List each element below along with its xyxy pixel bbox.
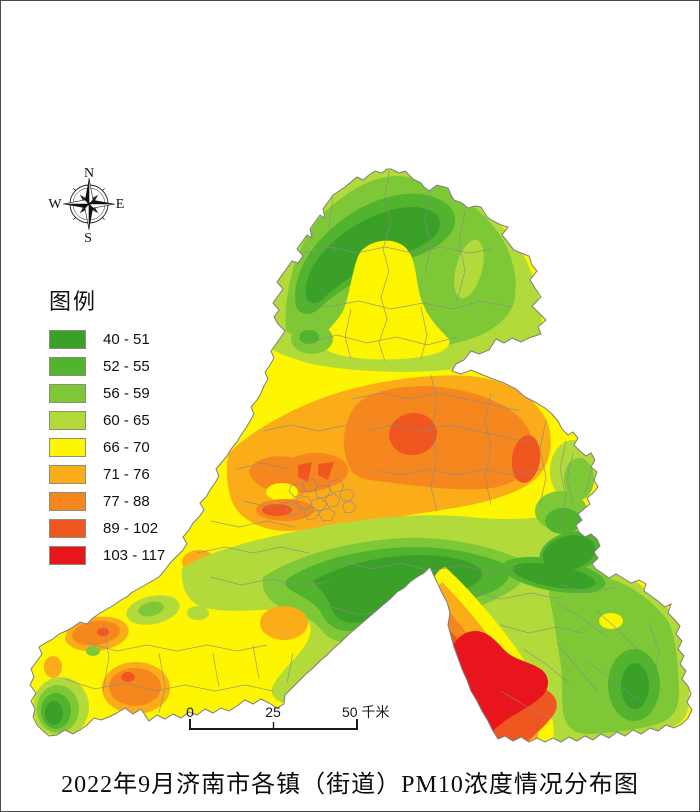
legend-swatch [49, 465, 86, 484]
legend-item: 56 - 59 [49, 380, 165, 407]
legend-item: 77 - 88 [49, 488, 165, 515]
legend-item: 89 - 102 [49, 515, 165, 542]
compass-north-label: N [84, 166, 94, 181]
legend-label: 60 - 65 [103, 412, 150, 429]
legend-swatch [49, 357, 86, 376]
compass-star [62, 177, 116, 231]
legend-item: 66 - 70 [49, 434, 165, 461]
legend-swatch [49, 438, 86, 457]
scale-label-zero: 0 [186, 704, 194, 720]
legend-item: 40 - 51 [49, 326, 165, 353]
city-outline [29, 168, 693, 743]
legend-label: 77 - 88 [103, 493, 150, 510]
scale-label-mid: 25 [265, 704, 281, 720]
legend-swatch [49, 492, 86, 511]
scale-label-end: 50 千米 [342, 704, 389, 720]
legend-item: 103 - 117 [49, 542, 165, 569]
compass-west-label: W [48, 197, 62, 212]
compass-east-label: E [116, 197, 125, 212]
legend-swatch [49, 519, 86, 538]
legend-swatch [49, 330, 86, 349]
legend-label: 103 - 117 [103, 547, 166, 564]
legend-label: 71 - 76 [103, 466, 150, 483]
district-boundaries [64, 170, 660, 720]
legend: 图例 40 - 51 52 - 55 56 - 59 60 - 65 66 - 70 71… [49, 284, 165, 569]
legend-item: 71 - 76 [49, 461, 165, 488]
compass-south-label: S [84, 231, 92, 246]
legend-title: 图例 [49, 289, 98, 314]
legend-label: 40 - 51 [103, 331, 150, 348]
legend-item: 60 - 65 [49, 407, 165, 434]
page-title: 2022年9月济南市各镇（街道）PM10浓度情况分布图 [61, 772, 639, 798]
legend-label: 66 - 70 [103, 439, 150, 456]
legend-rows: 40 - 51 52 - 55 56 - 59 60 - 65 66 - 70 71 - … [49, 326, 165, 569]
legend-swatch [49, 384, 86, 403]
compass-rose [62, 177, 116, 231]
legend-label: 89 - 102 [103, 520, 159, 537]
legend-swatch [49, 411, 86, 430]
legend-item: 52 - 55 [49, 353, 165, 380]
scale-bar [189, 719, 358, 730]
legend-swatch [49, 546, 86, 565]
legend-label: 52 - 55 [103, 358, 150, 375]
legend-label: 56 - 59 [103, 385, 150, 402]
